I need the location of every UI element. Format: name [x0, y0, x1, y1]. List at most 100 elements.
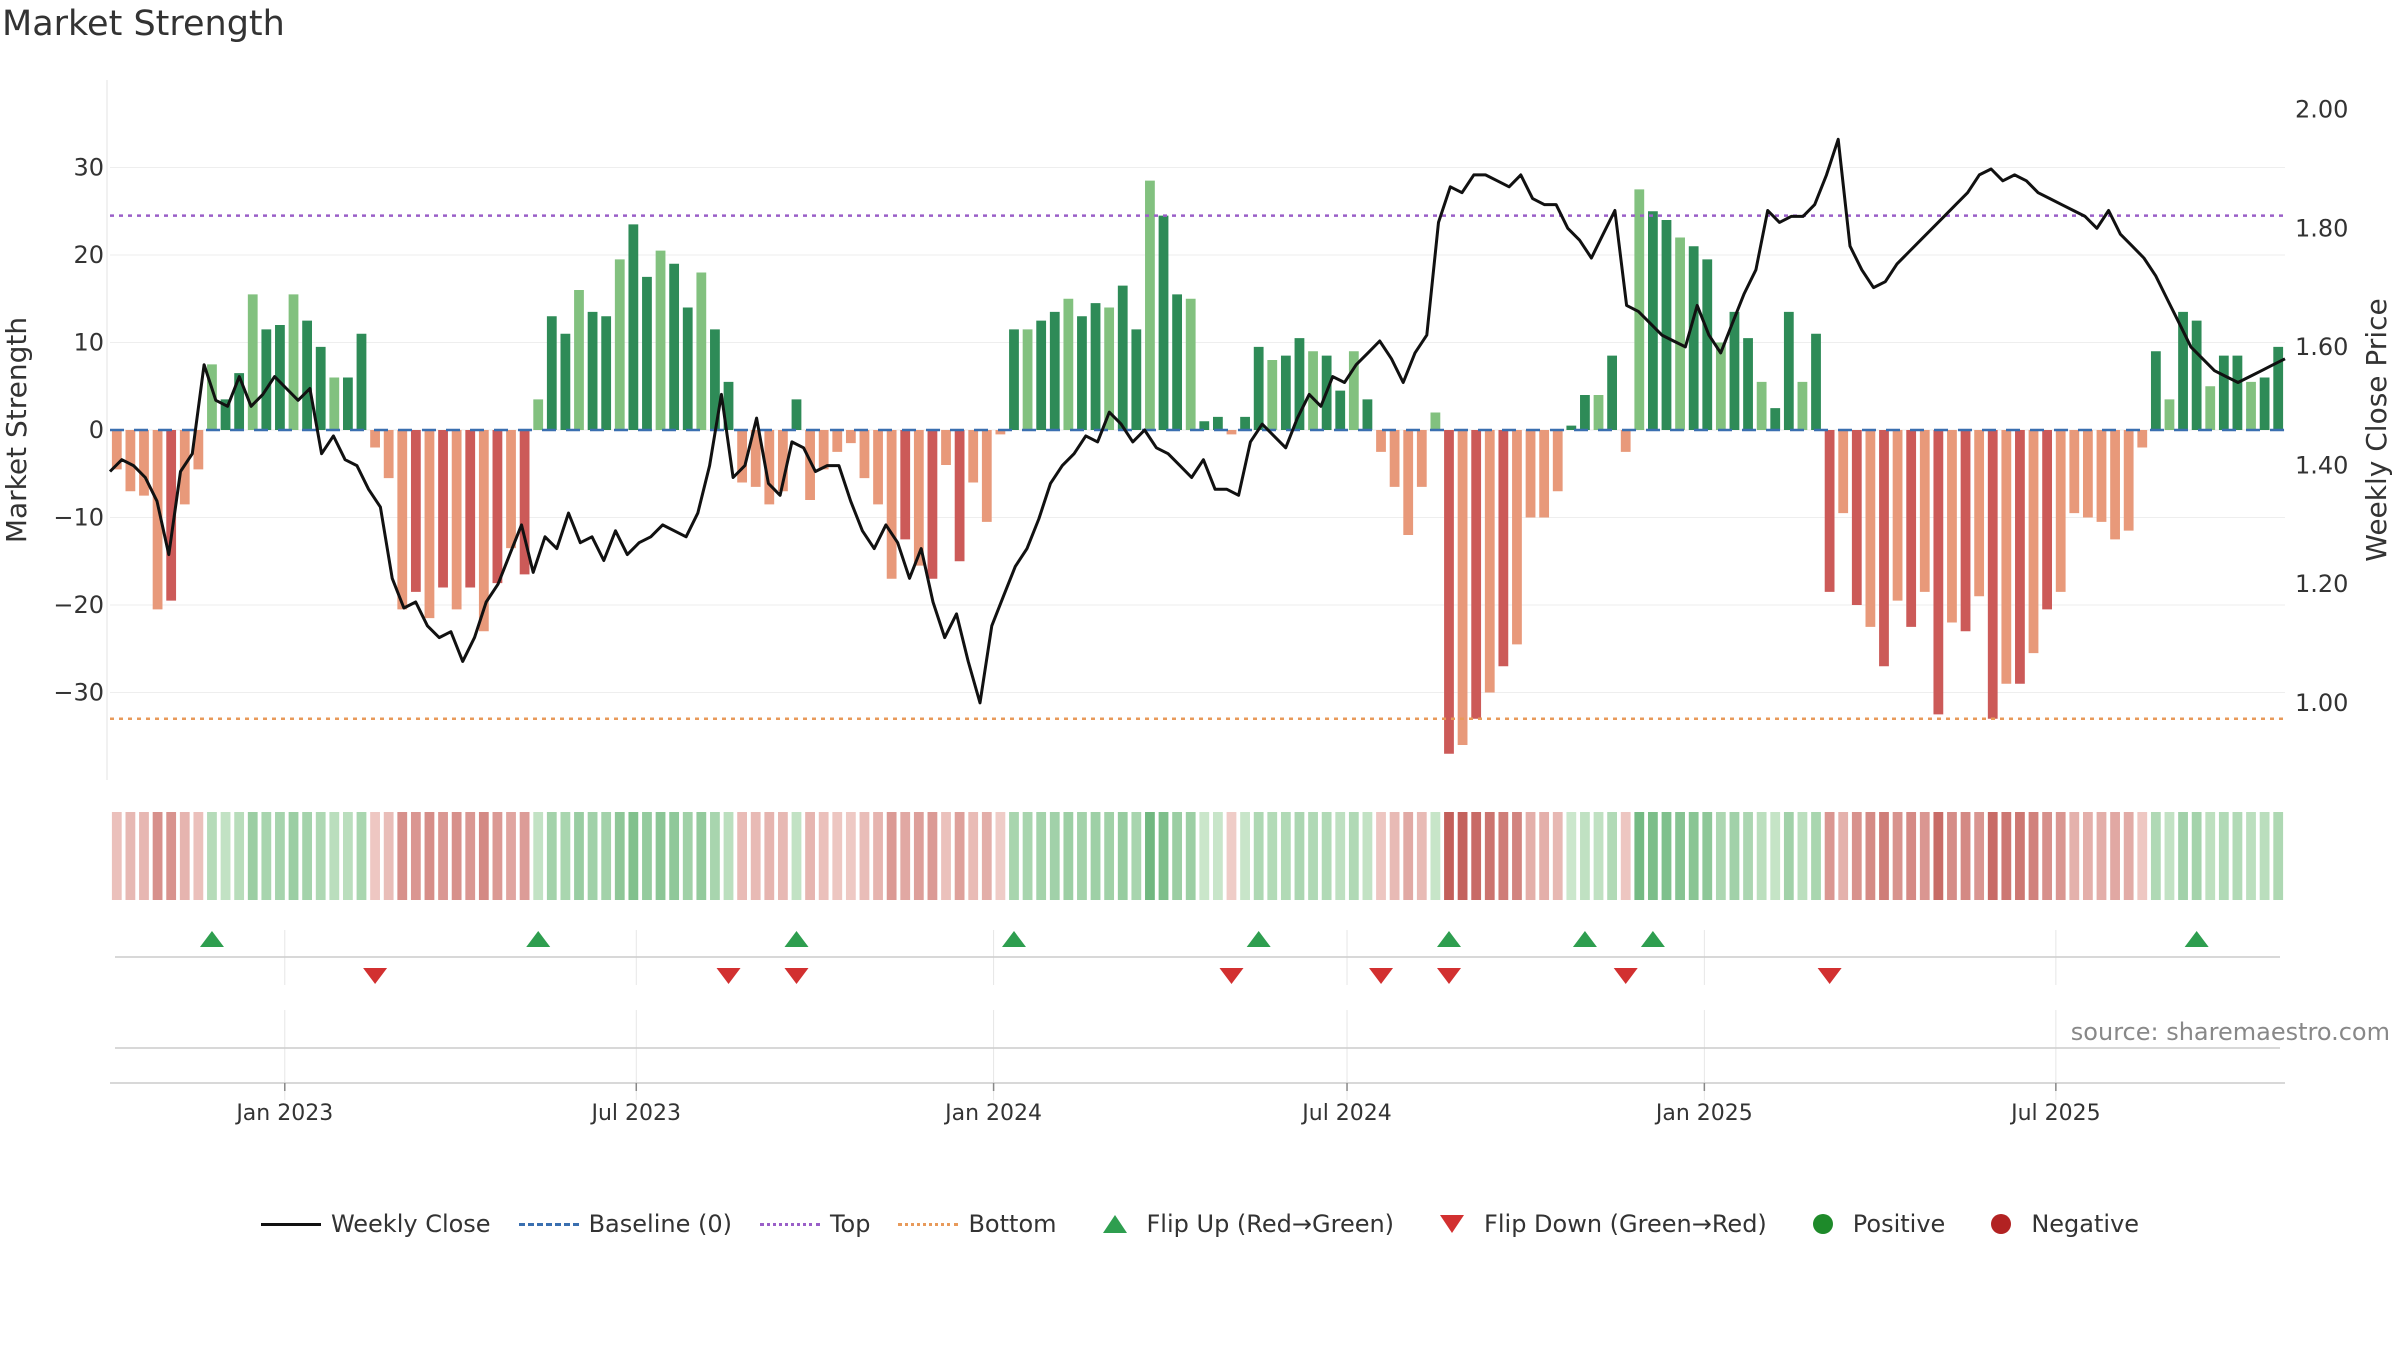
strength-bar: [723, 381, 734, 430]
legend-bottom[interactable]: Bottom: [898, 1210, 1057, 1238]
strength-bar: [682, 307, 693, 430]
legend-baseline[interactable]: Baseline (0): [518, 1210, 732, 1238]
strength-bar: [2232, 355, 2243, 430]
strip-cell: [2205, 812, 2216, 900]
strip-cell: [356, 812, 367, 900]
strength-bar: [465, 430, 476, 588]
reference-lines: [110, 214, 2285, 720]
y-tick-label: 20: [73, 241, 104, 269]
strength-bar: [1661, 220, 1672, 430]
y2-tick-label: 2.00: [2295, 96, 2348, 124]
strength-bar: [2096, 430, 2107, 522]
strength-bar: [1362, 399, 1373, 430]
flip-up-marker: [2184, 931, 2209, 947]
strip-cell: [1933, 812, 1944, 900]
strip-cell: [832, 812, 843, 900]
legend-weekly-close[interactable]: Weekly Close: [260, 1210, 491, 1238]
strip-cell: [913, 812, 924, 900]
strip-cell: [179, 812, 190, 900]
strength-bar: [410, 430, 421, 592]
strip-cell: [886, 812, 897, 900]
y2-tick-label: 1.80: [2295, 214, 2348, 242]
strength-bar: [370, 430, 380, 448]
strip-cell: [1919, 812, 1930, 900]
flip-down-marker: [1219, 968, 1244, 984]
strength-bar: [1743, 338, 1753, 430]
strength-bar: [247, 294, 258, 430]
strength-bar: [1117, 285, 1128, 430]
strength-bar: [1539, 430, 1550, 518]
strip-cell: [1457, 812, 1468, 900]
strength-bar: [2123, 430, 2134, 531]
strip-cell: [628, 812, 639, 900]
strip-cell: [111, 812, 122, 900]
strip-cell: [1444, 812, 1454, 900]
flip-down-marker: [1817, 968, 1842, 984]
legend-negative[interactable]: Negative: [1973, 1210, 2139, 1238]
strip-cell: [342, 812, 353, 900]
strength-bar: [2082, 430, 2093, 518]
strength-bar: [2137, 430, 2148, 448]
strength-bar: [737, 430, 748, 483]
strip-cell: [750, 812, 761, 900]
strip-cell: [737, 812, 748, 900]
strength-bar: [1552, 430, 1563, 492]
strip-cell: [1389, 812, 1400, 900]
strip-cell: [1580, 812, 1590, 900]
legend-label: Negative: [2031, 1210, 2140, 1238]
legend-flip-up[interactable]: Flip Up (Red→Green): [1085, 1210, 1394, 1238]
strip-cell: [1647, 812, 1658, 900]
strength-bar: [207, 364, 217, 430]
strength-bar: [805, 430, 815, 500]
y-tick-label: −30: [53, 679, 104, 707]
strength-bar: [1947, 430, 1957, 623]
strip-cell: [1715, 812, 1726, 900]
strength-bar: [1960, 430, 1971, 632]
strip-cell: [288, 812, 299, 900]
strip-cell: [1729, 812, 1740, 900]
strip-cell: [410, 812, 421, 900]
strength-bar: [125, 430, 136, 492]
strength-bar: [1444, 430, 1454, 754]
strip-cell: [1226, 812, 1237, 900]
legend-top[interactable]: Top: [759, 1210, 870, 1238]
strength-bar: [1308, 351, 1318, 430]
strength-bar: [1471, 430, 1482, 719]
green-dot-icon: [1812, 1214, 1833, 1234]
strip-cell: [696, 812, 707, 900]
strength-bar: [954, 430, 965, 562]
strength-bar: [2150, 351, 2161, 430]
strength-bar: [424, 430, 435, 619]
strip-cell: [1675, 812, 1685, 900]
legend-positive[interactable]: Positive: [1795, 1210, 1945, 1238]
strength-bar: [2259, 377, 2270, 430]
strength-bar: [1729, 311, 1740, 430]
strip-cell: [2164, 812, 2175, 900]
strength-bar: [710, 329, 720, 430]
strength-bar: [1851, 430, 1862, 605]
strip-cell: [1158, 812, 1169, 900]
strip-cell: [1471, 812, 1482, 900]
y-axis-left: 30 20 10 0 −10 −20 −30: [53, 154, 104, 707]
x-tick-label: Jul 2024: [1300, 1101, 1392, 1126]
strength-bar: [220, 399, 231, 430]
strength-bar: [2205, 386, 2216, 430]
strength-bar: [1389, 430, 1400, 487]
strength-bar: [1892, 430, 1903, 601]
strength-bar: [1919, 430, 1930, 592]
strip-cell: [995, 812, 1006, 900]
x-axis: Jan 2023 Jul 2023 Jan 2024 Jul 2024 Jan 2025…: [110, 1047, 2285, 1126]
strength-bar: [1675, 237, 1685, 430]
strip-cell: [655, 812, 666, 900]
legend-flip-down[interactable]: Flip Down (Green→Red): [1422, 1210, 1767, 1238]
strip-cell: [2015, 812, 2025, 900]
strip-cell: [519, 812, 530, 900]
strength-bar: [832, 430, 843, 452]
strip-cell: [152, 812, 163, 900]
strip-cell: [845, 812, 856, 900]
strength-bar: [1009, 329, 1019, 430]
source-note: source: sharemaestro.com: [2070, 1018, 2390, 1046]
strength-bar: [2055, 430, 2066, 592]
strip-cell: [2001, 812, 2012, 900]
strip-cell: [1947, 812, 1957, 900]
